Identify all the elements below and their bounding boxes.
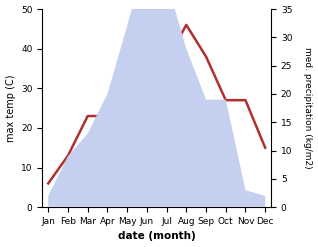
X-axis label: date (month): date (month) xyxy=(118,231,196,242)
Y-axis label: med. precipitation (kg/m2): med. precipitation (kg/m2) xyxy=(303,47,313,169)
Y-axis label: max temp (C): max temp (C) xyxy=(5,74,16,142)
